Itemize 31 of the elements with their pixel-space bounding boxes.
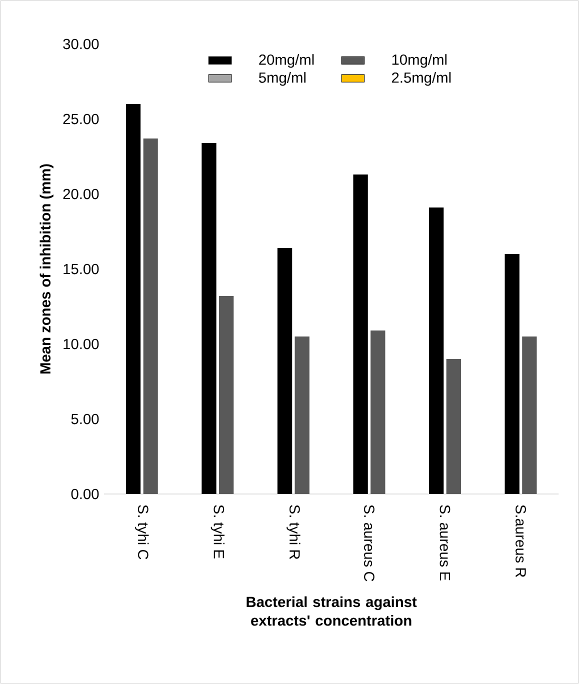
bar bbox=[143, 138, 158, 494]
bar bbox=[429, 207, 444, 494]
bar bbox=[353, 174, 368, 494]
x-axis-title: Bacterial strains against extracts' concentration bbox=[246, 596, 417, 626]
bar bbox=[370, 330, 386, 494]
x-tick-label: S. aureus E bbox=[440, 505, 450, 580]
bar bbox=[504, 254, 520, 494]
y-tick-label: 30.00 bbox=[63, 38, 99, 50]
y-tick-label: 10.00 bbox=[64, 338, 99, 350]
bar bbox=[277, 248, 292, 494]
x-tick-label: S. aureus C bbox=[364, 505, 374, 582]
bar bbox=[294, 336, 310, 494]
x-tick-label: S. tyhi R bbox=[286, 505, 300, 560]
y-tick-label: 15.00 bbox=[64, 264, 99, 274]
x-tick-label: S. tyhi E bbox=[210, 505, 224, 558]
bar bbox=[446, 358, 461, 494]
legend-label: 10mg/ml bbox=[392, 54, 447, 68]
y-tick-label: 5.00 bbox=[71, 414, 99, 424]
legend-label: 2.5mg/ml bbox=[392, 72, 451, 86]
bar bbox=[219, 296, 234, 494]
legend-label: 5mg/ml bbox=[258, 72, 306, 86]
bar bbox=[126, 104, 141, 494]
y-tick-label: 20.00 bbox=[63, 188, 99, 200]
bar bbox=[202, 142, 216, 494]
x-tick-label: S. tyhi C bbox=[135, 505, 149, 560]
y-tick-label: 25.00 bbox=[63, 114, 99, 124]
bar bbox=[522, 336, 537, 494]
x-tick-label: S.aureus R bbox=[516, 505, 526, 578]
legend-label: 20mg/ml bbox=[259, 54, 314, 68]
y-tick-label: 0.00 bbox=[71, 488, 99, 500]
y-axis-title: Mean zones of inhibition (mm) bbox=[40, 164, 54, 374]
